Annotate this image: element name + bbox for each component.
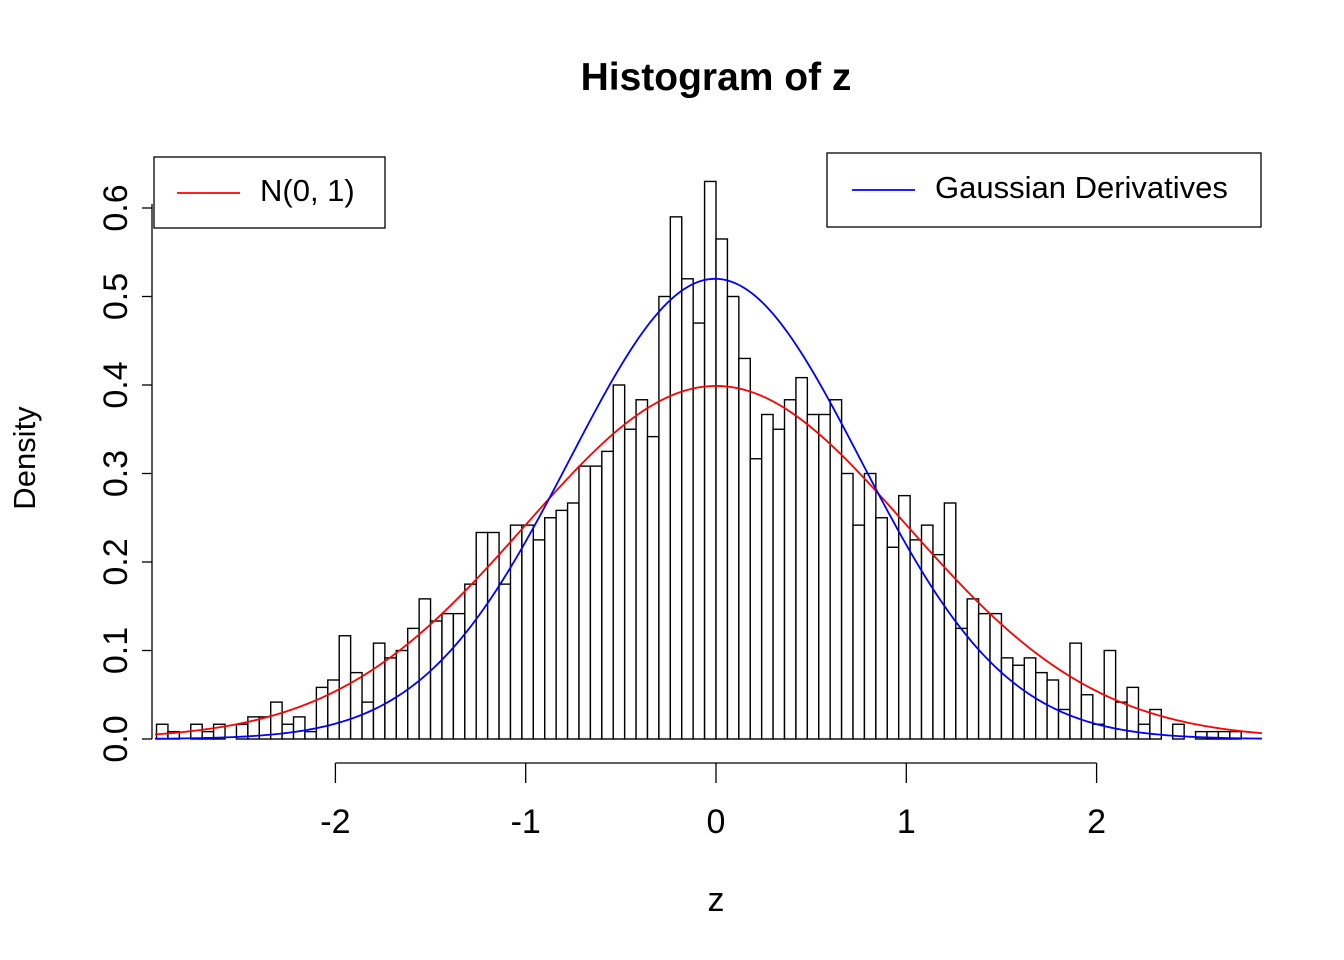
svg-text:0.6: 0.6 bbox=[97, 184, 135, 231]
svg-text:-1: -1 bbox=[511, 803, 541, 841]
svg-text:z: z bbox=[708, 881, 725, 919]
svg-text:Gaussian Derivatives: Gaussian Derivatives bbox=[935, 170, 1228, 205]
svg-text:-2: -2 bbox=[320, 803, 350, 841]
svg-text:0.3: 0.3 bbox=[97, 450, 135, 497]
svg-text:2: 2 bbox=[1087, 803, 1106, 841]
svg-text:1: 1 bbox=[897, 803, 916, 841]
svg-text:0.4: 0.4 bbox=[97, 361, 135, 408]
svg-text:0.2: 0.2 bbox=[97, 538, 135, 585]
svg-text:0.5: 0.5 bbox=[97, 273, 135, 320]
svg-text:Density: Density bbox=[7, 406, 42, 510]
svg-text:Histogram of z: Histogram of z bbox=[581, 56, 852, 99]
svg-text:0: 0 bbox=[707, 803, 726, 841]
svg-text:0.0: 0.0 bbox=[97, 715, 135, 762]
svg-text:N(0, 1): N(0, 1) bbox=[260, 173, 355, 208]
svg-text:0.1: 0.1 bbox=[97, 627, 135, 674]
